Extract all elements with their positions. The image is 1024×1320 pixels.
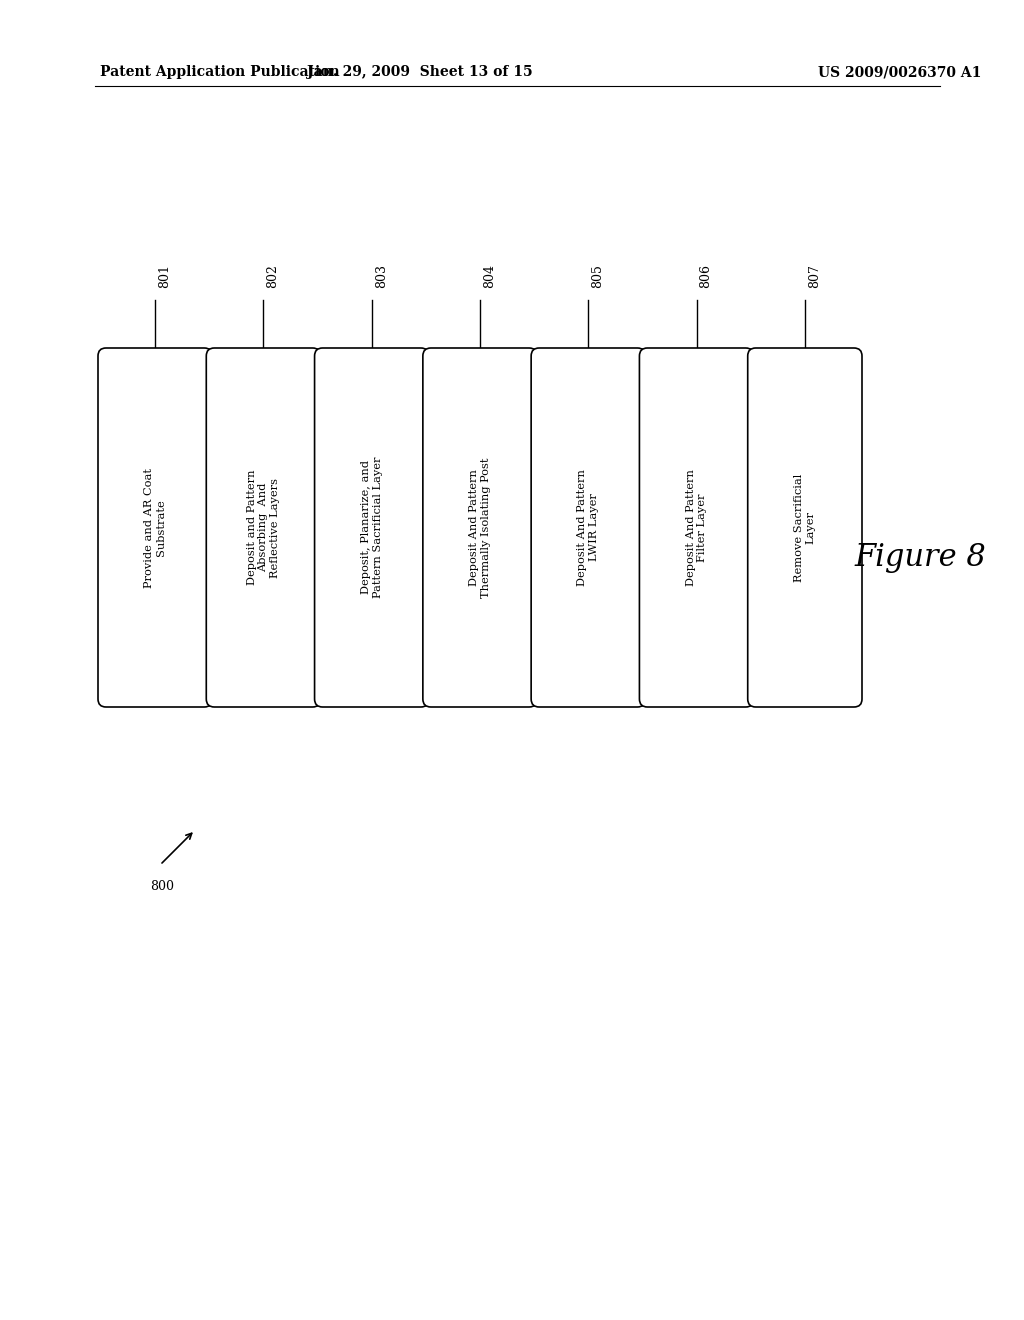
Text: Deposit and Pattern
Absorbing  And
Reflective Layers: Deposit and Pattern Absorbing And Reflec… [247, 470, 280, 585]
Text: 800: 800 [150, 880, 174, 894]
Text: 803: 803 [375, 264, 388, 288]
FancyBboxPatch shape [314, 348, 429, 708]
Text: Remove Sacrificial
Layer: Remove Sacrificial Layer [794, 474, 816, 582]
FancyBboxPatch shape [639, 348, 754, 708]
Text: Provide and AR Coat
Substrate: Provide and AR Coat Substrate [144, 467, 166, 587]
Text: Deposit And Pattern
LWIR Layer: Deposit And Pattern LWIR Layer [578, 469, 599, 586]
FancyBboxPatch shape [206, 348, 321, 708]
Text: 807: 807 [808, 264, 821, 288]
FancyBboxPatch shape [531, 348, 645, 708]
Text: 805: 805 [591, 264, 604, 288]
FancyBboxPatch shape [423, 348, 538, 708]
Text: 801: 801 [158, 264, 171, 288]
Text: Deposit, Planarize, and
Pattern Sacrificial Layer: Deposit, Planarize, and Pattern Sacrific… [360, 457, 383, 598]
Text: 806: 806 [699, 264, 713, 288]
Text: Patent Application Publication: Patent Application Publication [100, 65, 340, 79]
Text: US 2009/0026370 A1: US 2009/0026370 A1 [818, 65, 982, 79]
Text: 804: 804 [483, 264, 496, 288]
Text: Figure 8: Figure 8 [854, 543, 986, 573]
FancyBboxPatch shape [748, 348, 862, 708]
Text: Jan. 29, 2009  Sheet 13 of 15: Jan. 29, 2009 Sheet 13 of 15 [307, 65, 532, 79]
Text: Deposit And Pattern
Thermally Isolating Post: Deposit And Pattern Thermally Isolating … [469, 457, 490, 598]
Text: Deposit And Pattern
Filter Layer: Deposit And Pattern Filter Layer [686, 469, 708, 586]
Text: 802: 802 [266, 264, 280, 288]
FancyBboxPatch shape [98, 348, 212, 708]
